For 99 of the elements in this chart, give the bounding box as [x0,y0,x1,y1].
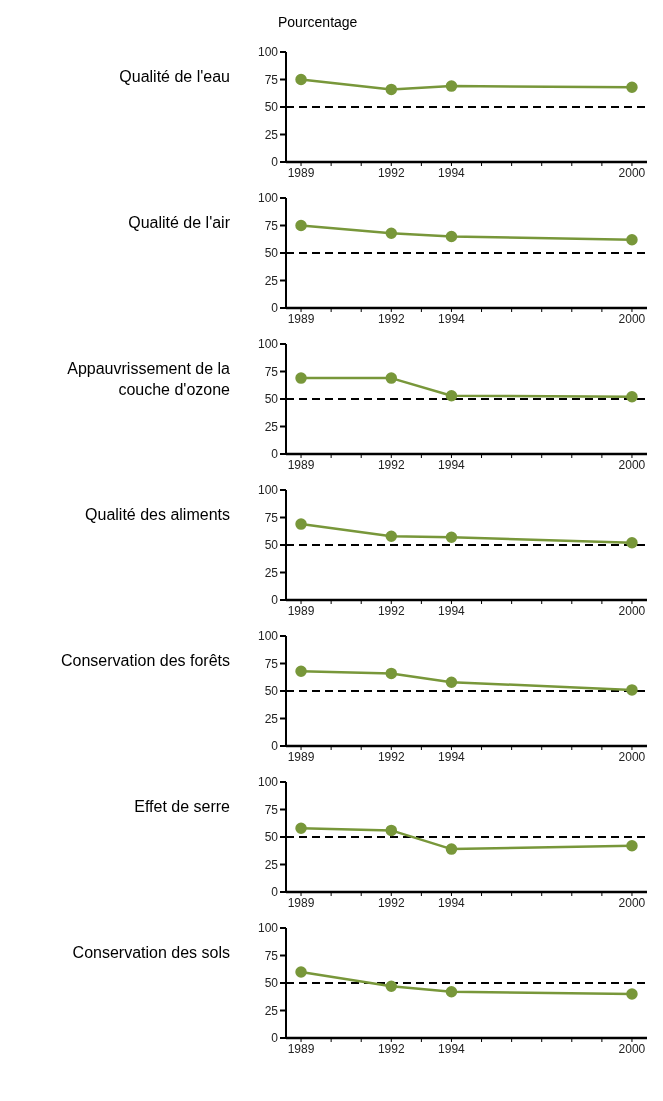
y-tick-label: 25 [264,1003,279,1018]
point [626,81,638,93]
point [385,227,398,239]
point [445,843,458,855]
y-tick-label: 25 [264,273,279,288]
y-tick-label: 25 [264,711,279,726]
x-tick-label: 1992 [377,749,405,764]
text: Qualité de l'air [127,213,231,233]
y-tick-label: 50 [264,538,279,553]
point [385,824,398,837]
point [626,684,638,696]
point [445,531,458,544]
x-tick-label: 2000 [618,895,646,910]
point [626,537,638,549]
x-tick-label: 1994 [438,603,466,618]
y-tick-label: 75 [264,72,279,87]
point [385,83,398,96]
y-axis-title: Pourcentage [278,13,359,32]
point [295,665,307,677]
y-tick-label: 50 [264,392,279,407]
point [626,988,638,1000]
x-tick-label: 1994 [438,1041,466,1056]
y-tick-label: 75 [264,510,279,525]
x-tick-label: 2000 [618,311,646,326]
y-tick-label: 100 [257,483,279,498]
x-tick-label: 1992 [377,311,405,326]
y-tick-label: 25 [264,127,279,142]
point [626,840,638,852]
y-tick-label: 0 [271,1031,279,1046]
point [295,219,307,232]
y-tick-label: 75 [264,656,279,671]
point [385,372,398,384]
x-tick-label: 1992 [377,457,405,472]
x-tick-label: 2000 [618,457,646,472]
point [295,518,307,530]
y-tick-label: 25 [264,419,279,434]
text: Effet de serre [133,797,231,817]
x-tick-label: 1989 [287,165,315,180]
x-tick-label: 2000 [618,165,646,180]
x-tick-label: 1992 [377,1041,405,1056]
point [445,230,458,243]
y-tick-label: 50 [264,246,279,261]
x-tick-label: 1994 [438,311,466,326]
x-tick-label: 1994 [438,895,466,910]
y-tick-label: 50 [264,684,279,699]
y-tick-label: 50 [264,976,279,991]
x-tick-label: 2000 [618,1041,646,1056]
y-tick-label: 25 [264,565,279,580]
text: Qualité de l'eau [118,67,231,87]
y-tick-label: 0 [271,593,279,608]
point [445,676,458,688]
text: Conservation des sols [71,943,231,963]
point [626,391,638,403]
x-tick-label: 1989 [287,457,315,472]
point [295,73,307,86]
y-tick-label: 100 [257,629,279,644]
point [385,980,398,993]
x-tick-label: 1989 [287,1041,315,1056]
y-tick-label: 75 [264,218,279,233]
x-tick-label: 1994 [438,749,466,764]
y-tick-label: 100 [257,45,279,60]
x-tick-label: 1989 [287,311,315,326]
x-tick-label: 1992 [377,165,405,180]
y-tick-label: 75 [264,948,279,963]
y-tick-label: 75 [264,364,279,379]
text: Conservation des forêts [60,651,231,671]
y-tick-label: 0 [271,155,279,170]
y-tick-label: 0 [271,885,279,900]
y-tick-label: 100 [257,921,279,936]
x-tick-label: 1989 [287,895,315,910]
x-tick-label: 1989 [287,603,315,618]
y-tick-label: 75 [264,802,279,817]
y-tick-label: 50 [264,830,279,845]
point [295,966,307,978]
text: Qualité des aliments [84,505,231,525]
y-tick-label: 100 [257,337,279,352]
x-tick-label: 1992 [377,895,405,910]
x-tick-label: 1989 [287,749,315,764]
y-tick-label: 100 [257,775,279,790]
point [295,822,307,834]
point [445,389,458,402]
x-tick-label: 1994 [438,165,466,180]
point [626,234,638,246]
point [295,372,307,384]
x-tick-label: 2000 [618,603,646,618]
x-tick-label: 1992 [377,603,405,618]
text: Appauvrissement de la couche d'ozone [66,359,231,400]
y-tick-label: 0 [271,739,279,754]
point [445,80,458,92]
point [385,530,398,542]
y-tick-label: 25 [264,857,279,872]
y-tick-label: 0 [271,301,279,316]
x-tick-label: 2000 [618,749,646,764]
point [445,986,458,998]
y-tick-label: 100 [257,191,279,206]
x-tick-label: 1994 [438,457,466,472]
y-tick-label: 0 [271,447,279,462]
y-tick-label: 50 [264,100,279,115]
point [385,667,398,680]
